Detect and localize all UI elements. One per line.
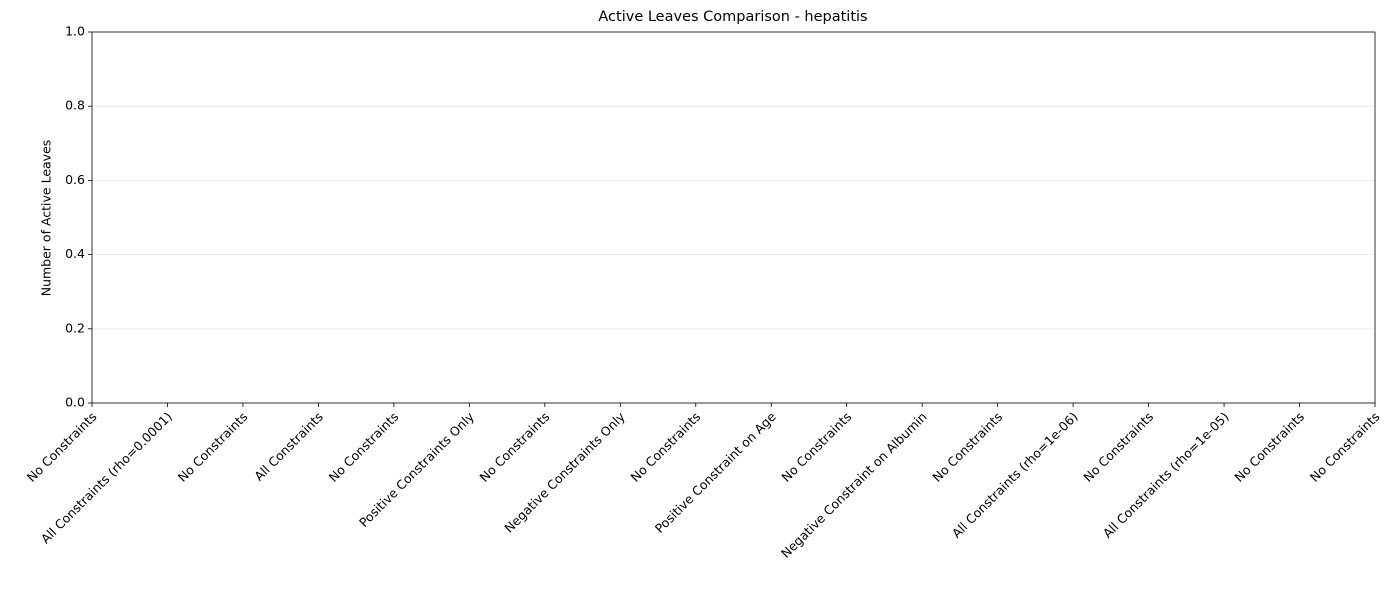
x-tick-label: No Constraints bbox=[477, 409, 553, 485]
x-tick-label: No Constraints bbox=[175, 409, 251, 485]
x-tick-label: No Constraints bbox=[1307, 409, 1383, 485]
x-tick-label: All Constraints bbox=[251, 409, 326, 484]
x-tick-label: All Constraints (rho=0.0001) bbox=[38, 409, 175, 546]
y-tick-label: 0.0 bbox=[65, 395, 85, 410]
x-tick-label: No Constraints bbox=[1231, 409, 1307, 485]
x-tick-label: All Constraints (rho=1e-06) bbox=[949, 409, 1081, 541]
x-tick-label: No Constraints bbox=[1080, 409, 1156, 485]
y-tick-label: 0.6 bbox=[65, 172, 85, 187]
y-tick-label: 0.4 bbox=[65, 246, 85, 261]
x-tick-label: Negative Constraint on Albumin bbox=[778, 409, 930, 561]
y-tick-label: 1.0 bbox=[65, 24, 85, 39]
x-tick-label: No Constraints bbox=[24, 409, 100, 485]
x-tick-label: No Constraints bbox=[627, 409, 703, 485]
x-tick-label: Negative Constraints Only bbox=[501, 409, 628, 536]
x-tick-label: No Constraints bbox=[326, 409, 402, 485]
plot-frame bbox=[91, 31, 1376, 404]
x-tick-label: No Constraints bbox=[929, 409, 1005, 485]
chart-title: Active Leaves Comparison - hepatitis bbox=[598, 9, 867, 25]
x-tick-label: All Constraints (rho=1e-05) bbox=[1100, 409, 1232, 541]
x-tick-label: No Constraints bbox=[778, 409, 854, 485]
y-tick-label: 0.2 bbox=[65, 320, 85, 335]
y-tick-label: 0.8 bbox=[65, 98, 85, 113]
y-axis-label: Number of Active Leaves bbox=[39, 140, 54, 297]
x-tick-label: Positive Constraint on Age bbox=[652, 409, 779, 536]
